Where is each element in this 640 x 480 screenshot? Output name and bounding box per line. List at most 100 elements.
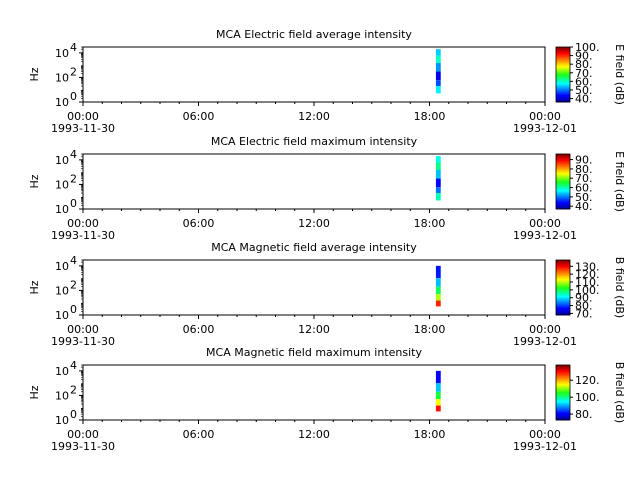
colorbar-segment [556, 271, 570, 273]
colorbar-segment [556, 409, 570, 412]
colorbar-segment [556, 286, 570, 288]
colorbar-segment [556, 301, 570, 303]
colorbar-segment [556, 293, 570, 296]
y-tick-label: 10 [55, 284, 69, 297]
colorbar-segment [556, 197, 570, 199]
colorbar-frame [555, 153, 571, 210]
x-tick-label: 00:00 [529, 428, 561, 441]
colorbar-segment [556, 69, 570, 72]
y-tick-label: 10 [55, 309, 69, 322]
y-tick-exponent: 0 [70, 90, 77, 103]
colorbar-segment [556, 186, 570, 188]
colorbar-segment [556, 164, 570, 166]
colorbar-segment [556, 378, 570, 381]
colorbar-segment [556, 189, 570, 192]
colorbar-segment [556, 309, 570, 311]
colorbar-segment [556, 191, 570, 193]
colorbar-segment [556, 296, 570, 298]
colorbar-segment [556, 285, 570, 287]
colorbar-frame [555, 364, 571, 421]
colorbar-tick-label: 110. [575, 276, 600, 289]
colorbar-segment [556, 297, 570, 299]
colorbar-segment [556, 89, 570, 91]
spectrogram-cell [435, 71, 441, 81]
colorbar-segment [556, 411, 570, 414]
y-tick-exponent: 4 [70, 148, 77, 161]
colorbar-segment [556, 205, 570, 207]
colorbar-segment [556, 172, 570, 174]
spectrogram-cell [435, 286, 441, 295]
colorbar-segment [556, 290, 570, 292]
y-axis-label: Hz [28, 174, 41, 188]
colorbar-segment [556, 385, 570, 387]
colorbar-tick-label: 70. [575, 67, 593, 80]
spectrogram-cell [435, 405, 441, 412]
colorbar-segment [556, 175, 570, 177]
colorbar-segment [556, 312, 570, 314]
spectrogram-cell [435, 169, 441, 179]
colorbar-segment [556, 198, 570, 201]
colorbar-segment [556, 310, 570, 312]
colorbar-segment [556, 64, 570, 66]
colorbar-segment [556, 207, 570, 209]
x-tick-label: 12:00 [298, 323, 330, 336]
colorbar-segment [556, 261, 570, 264]
colorbar-tick-label: 80. [575, 408, 593, 421]
colorbar-segment [556, 304, 570, 306]
colorbar-segment [556, 413, 570, 415]
colorbar-segment [556, 169, 570, 171]
colorbar-segment [556, 369, 570, 371]
colorbar-segment [556, 381, 570, 383]
colorbar-segment [556, 288, 570, 290]
y-tick-exponent: 2 [70, 65, 77, 78]
colorbar-segment [556, 387, 570, 390]
x-tick-label: 00:00 [529, 217, 561, 230]
colorbar-segment [556, 82, 570, 85]
colorbar-segment [556, 98, 570, 100]
colorbar-segment [556, 298, 570, 300]
colorbar-tick-label: 100. [575, 284, 600, 297]
colorbar-segment [556, 165, 570, 167]
colorbar-segment [556, 398, 570, 401]
colorbar-segment [556, 171, 570, 173]
colorbar-segment [556, 190, 570, 192]
spectrogram-cell [435, 399, 441, 406]
colorbar-segment [556, 71, 570, 74]
y-tick-exponent: 2 [70, 278, 77, 291]
colorbar-segment [556, 96, 570, 98]
x-tick-label: 00:00 [67, 217, 99, 230]
colorbar-frame [555, 259, 571, 316]
colorbar-segment [556, 177, 570, 180]
colorbar-segment [556, 59, 570, 62]
colorbar-segment [556, 160, 570, 162]
colorbar-segment [556, 387, 570, 389]
colorbar-segment [556, 159, 570, 161]
colorbar-segment [556, 91, 570, 94]
colorbar-label: B field (dB) [613, 257, 626, 318]
colorbar-segment [556, 393, 570, 395]
x-tick-label: 00:00 [529, 110, 561, 123]
colorbar-segment [556, 416, 570, 418]
colorbar-segment [556, 384, 570, 386]
colorbar-tick-label: 80. [575, 163, 593, 176]
colorbar-segment [556, 204, 570, 206]
colorbar-segment [556, 66, 570, 68]
y-tick-exponent: 0 [70, 197, 77, 210]
colorbar-label: E field (dB) [613, 44, 626, 105]
colorbar-tick-label: 100. [575, 41, 600, 54]
colorbar-segment [556, 391, 570, 393]
y-tick-exponent: 2 [70, 172, 77, 185]
colorbar-segment [556, 410, 570, 413]
colorbar-segment [556, 192, 570, 194]
colorbar-segment [556, 399, 570, 402]
colorbar-label: E field (dB) [613, 151, 626, 212]
colorbar-segment [556, 289, 570, 291]
x-date-label: 1993-12-01 [513, 229, 577, 242]
colorbar-segment [556, 388, 570, 391]
colorbar-segment [556, 60, 570, 63]
y-axis-label: Hz [28, 385, 41, 399]
x-date-label: 1993-11-30 [51, 440, 115, 453]
colorbar-segment [556, 201, 570, 203]
